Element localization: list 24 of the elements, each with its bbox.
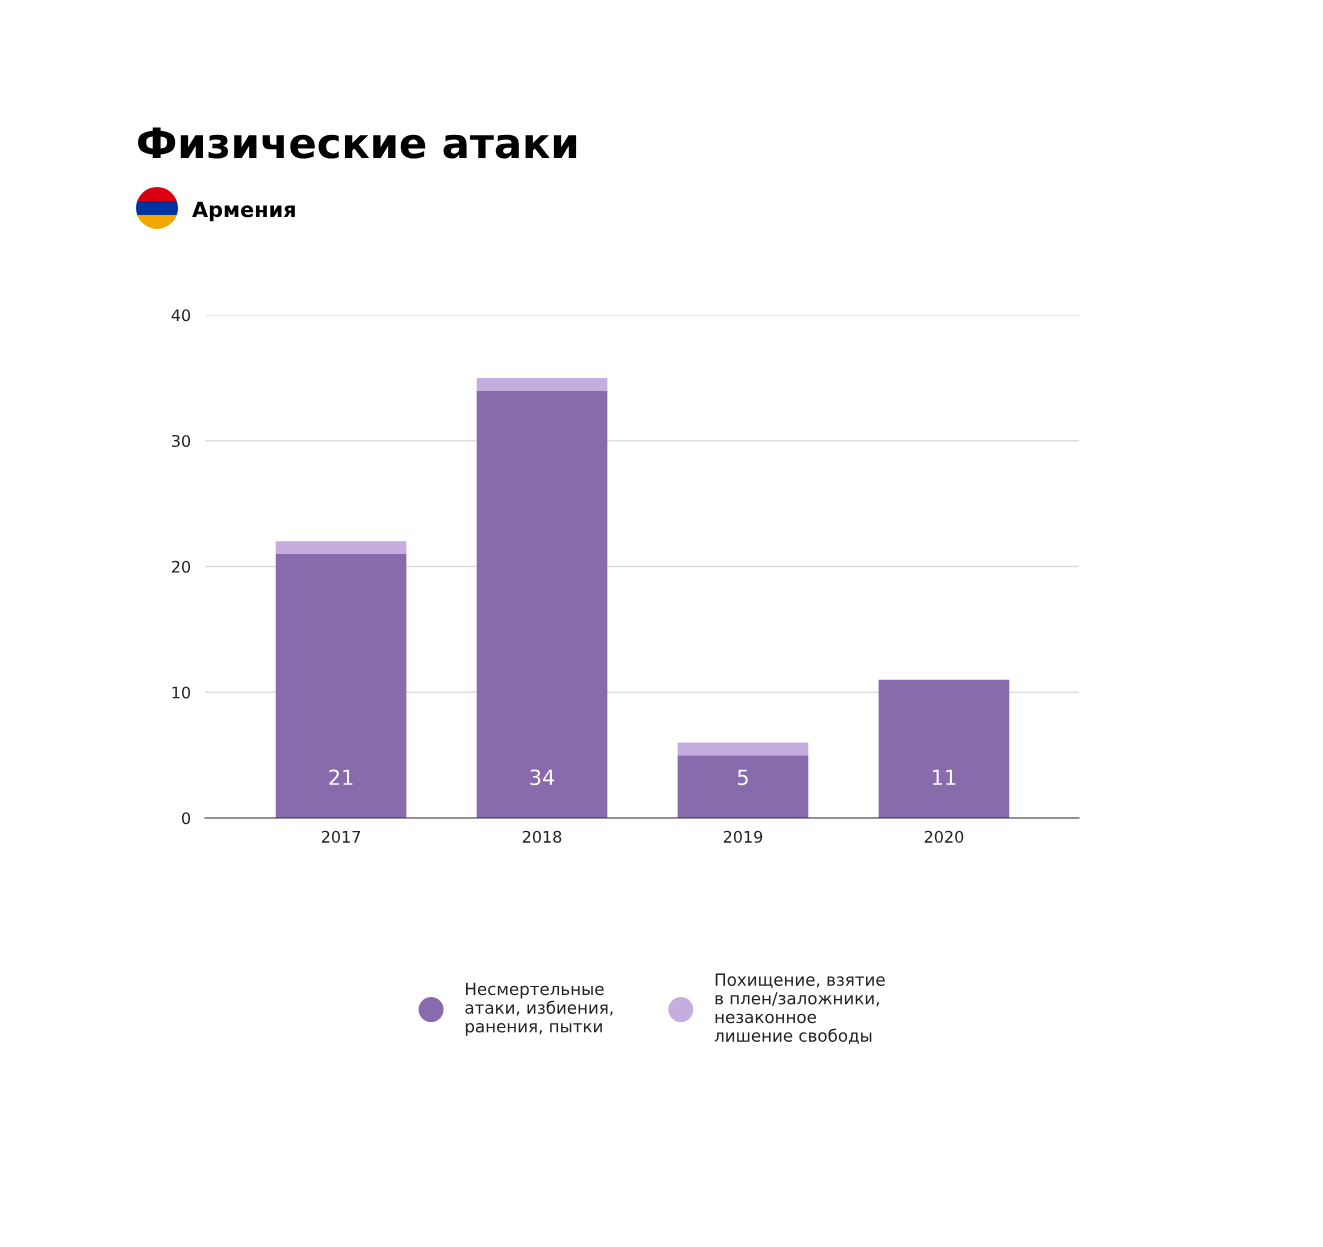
bar [677,755,809,818]
data-label: 21 [329,769,353,785]
bar [878,679,1010,818]
x-tick-label: 2017 [321,830,361,843]
data-label: 34 [530,769,555,786]
y-tick-label: 0 [182,812,191,825]
bar [476,390,608,818]
x-tick-label: 2018 [522,830,562,843]
chart-subtitle: Армения [192,201,295,222]
x-tick-label: 2019 [723,830,763,843]
bar [677,742,809,756]
legend-label: Несмертельные атаки, избиения, ранения, пытки [465,982,613,1036]
bar [476,377,608,391]
data-label: 5 [737,769,748,786]
bar [275,553,407,818]
y-tick-label: 40 [171,309,191,322]
legend-label: Похищение, взятие в плен/заложники, незаконное лишение свободы [714,973,885,1044]
y-tick-label: 10 [172,686,191,699]
bar [275,541,407,554]
x-tick-label: 2020 [924,830,964,843]
y-tick-label: 30 [172,434,191,448]
data-label: 11 [932,769,956,785]
y-tick-label: 20 [171,560,191,573]
chart-title: Физические атаки [138,127,577,159]
